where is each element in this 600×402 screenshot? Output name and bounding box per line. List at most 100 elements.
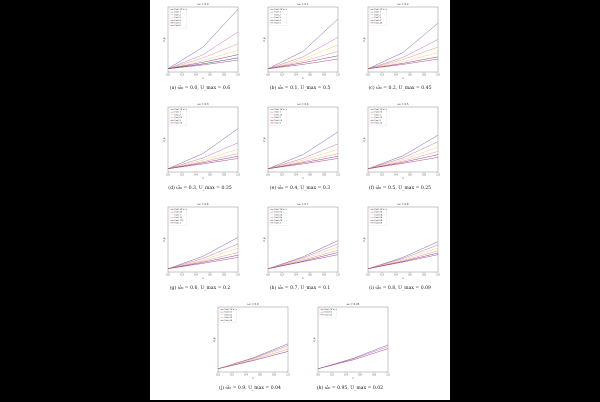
series-line bbox=[217, 343, 289, 369]
legend-entry: U=0, W = ∞ bbox=[374, 208, 387, 211]
legend-entry: U=0.2 bbox=[374, 14, 381, 16]
legend-entry: U=0.3 bbox=[374, 17, 381, 19]
legend-box bbox=[369, 208, 387, 226]
series-line bbox=[367, 134, 439, 169]
x-tick-label: 0.0 bbox=[366, 74, 370, 77]
x-axis-label: x bbox=[202, 77, 204, 80]
legend-entry: U=0.05 bbox=[174, 212, 183, 214]
x-tick-label: 0.0 bbox=[366, 174, 370, 177]
x-tick-label: 0.6 bbox=[208, 74, 212, 77]
legend-entry: U=0.25 bbox=[274, 120, 283, 122]
legend-entry: U=0.35 bbox=[174, 123, 183, 125]
y-axis-label: δ_φ bbox=[263, 37, 266, 42]
series-line bbox=[367, 244, 439, 269]
subplot-panel: ω₀ = 0.1 0.0 0.2 0.4 0.6 0.8 1.0 x δ_φ U=0, W = ∞… bbox=[258, 0, 342, 102]
series-line bbox=[167, 59, 239, 69]
x-axis-label: x bbox=[402, 277, 404, 280]
legend-entry: U=0.1 bbox=[374, 12, 381, 14]
x-tick-label: 0.0 bbox=[166, 174, 170, 177]
legend-entry: U=0.02 bbox=[274, 212, 283, 214]
legend-box bbox=[219, 308, 237, 323]
y-axis-label: δ_φ bbox=[363, 37, 366, 42]
legend-entry: U=0.3 bbox=[274, 123, 281, 125]
subplot-chart: ω₀ = 0.3 0.0 0.2 0.4 0.6 0.8 1.0 x δ_φ U=0, W = ∞… bbox=[163, 102, 240, 180]
series-line bbox=[367, 52, 439, 69]
series-line bbox=[267, 131, 339, 169]
x-tick-label: 0.8 bbox=[322, 174, 326, 177]
series-line bbox=[367, 252, 439, 269]
legend-entry: U=0, W = ∞ bbox=[174, 8, 187, 11]
x-tick-label: 0.2 bbox=[380, 174, 384, 177]
legend-entry: U=0.25 bbox=[174, 117, 183, 119]
legend: U=0, W = ∞U=0.02U=0.04U=0.06U=0.08U=0.09 bbox=[369, 208, 387, 226]
subplot-title: ω₀ = 0.3 bbox=[197, 102, 209, 106]
subplot-chart: ω₀ = 0.8 0.0 0.2 0.4 0.6 0.8 1.0 x δ_φ U=0, W = ∞… bbox=[363, 202, 440, 280]
plot-frame bbox=[167, 206, 239, 273]
series-line bbox=[367, 58, 439, 69]
plot-frame bbox=[167, 106, 239, 173]
x-tick-label: 0.0 bbox=[266, 274, 270, 277]
legend-entry: U=0.15 bbox=[174, 217, 183, 219]
legend-entry: U=0.15 bbox=[274, 114, 283, 116]
series-line bbox=[167, 257, 239, 269]
subplot-chart: ω₀ = 0.0 0.0 0.2 0.4 0.6 0.8 1.0 x δ_φ U=0, W = ∞… bbox=[163, 2, 240, 80]
legend-entry: U=0, W = ∞ bbox=[324, 308, 337, 311]
subplot-title: ω₀ = 0.0 bbox=[197, 2, 209, 6]
subplot-caption: (f) ω̂₀ = 0.5, U_max = 0.25 bbox=[368, 186, 432, 191]
subplot-chart: ω₀ = 0.6 0.0 0.2 0.4 0.6 0.8 1.0 x δ_φ U=0, W = ∞… bbox=[163, 202, 240, 280]
series-line bbox=[367, 46, 439, 69]
legend-entry: U=0.3 bbox=[274, 17, 281, 19]
x-axis-label: x bbox=[402, 77, 404, 80]
x-tick-label: 0.8 bbox=[272, 374, 276, 377]
legend-entry: U=0.02 bbox=[224, 314, 233, 316]
series-line bbox=[367, 56, 439, 69]
x-tick-label: 0.4 bbox=[244, 374, 248, 377]
series-line bbox=[267, 37, 339, 69]
series-line bbox=[367, 241, 439, 269]
y-axis-label: δ_φ bbox=[313, 337, 316, 342]
subplot-chart: ω₀ = 0.2 0.0 0.2 0.4 0.6 0.8 1.0 x δ_φ U=0, W = ∞… bbox=[363, 2, 440, 80]
x-tick-label: 0.6 bbox=[308, 74, 312, 77]
series-line bbox=[167, 128, 239, 169]
series-line bbox=[267, 149, 339, 169]
plot-frame bbox=[367, 206, 439, 273]
subplot-caption: (k) ω̂₀ = 0.95, U_max = 0.02 bbox=[316, 386, 384, 391]
x-axis-label: x bbox=[402, 177, 404, 180]
plot-frame bbox=[167, 6, 239, 73]
series-line bbox=[367, 154, 439, 169]
subplot-panel: ω₀ = 0.6 0.0 0.2 0.4 0.6 0.8 1.0 x δ_φ U=0, W = ∞… bbox=[158, 200, 242, 302]
legend-entry: U=0.5 bbox=[274, 23, 281, 25]
subplot-panel: ω₀ = 0.0 0.0 0.2 0.4 0.6 0.8 1.0 x δ_φ U=0, W = ∞… bbox=[158, 0, 242, 102]
legend-entry: U=0.4 bbox=[274, 20, 281, 22]
series-line bbox=[267, 243, 339, 269]
x-tick-label: 0.0 bbox=[316, 374, 320, 377]
x-tick-label: 0.0 bbox=[366, 274, 370, 277]
y-axis-label: δ_φ bbox=[163, 237, 166, 242]
series-line bbox=[217, 351, 289, 369]
x-tick-label: 0.6 bbox=[208, 274, 212, 277]
x-tick-label: 0.4 bbox=[194, 174, 198, 177]
legend: U=0, W = ∞U=0.02U=0.04U=0.06U=0.08U=0.1 bbox=[269, 208, 287, 226]
series-line bbox=[167, 243, 239, 269]
legend-entry: U=0.45 bbox=[374, 23, 383, 25]
legend-entry: U=0.01 bbox=[324, 312, 333, 314]
legend-entry: U=0.2 bbox=[174, 14, 181, 16]
subplot-title: ω₀ = 0.2 bbox=[397, 2, 409, 6]
subplot-panel: ω₀ = 0.7 0.0 0.2 0.4 0.6 0.8 1.0 x δ_φ U=0, W = ∞… bbox=[258, 200, 342, 302]
subplot-caption: (c) ω̂₀ = 0.2, U_max = 0.45 bbox=[368, 86, 432, 91]
subplot-title: ω₀ = 0.5 bbox=[397, 102, 409, 106]
x-tick-label: 1.0 bbox=[336, 74, 340, 77]
series-line bbox=[367, 39, 439, 69]
x-tick-label: 0.2 bbox=[180, 74, 184, 77]
series-line bbox=[367, 250, 439, 269]
x-tick-label: 1.0 bbox=[386, 374, 390, 377]
series-line bbox=[367, 247, 439, 269]
legend-box bbox=[369, 108, 387, 126]
legend-entry: U=0.15 bbox=[374, 117, 383, 119]
legend-entry: U=0.2 bbox=[274, 117, 281, 119]
x-axis-label: x bbox=[202, 277, 204, 280]
x-tick-label: 1.0 bbox=[436, 174, 440, 177]
legend-entry: U=0, W = ∞ bbox=[174, 108, 187, 111]
series-line bbox=[217, 345, 289, 369]
legend-entry: U=0.04 bbox=[224, 320, 233, 322]
